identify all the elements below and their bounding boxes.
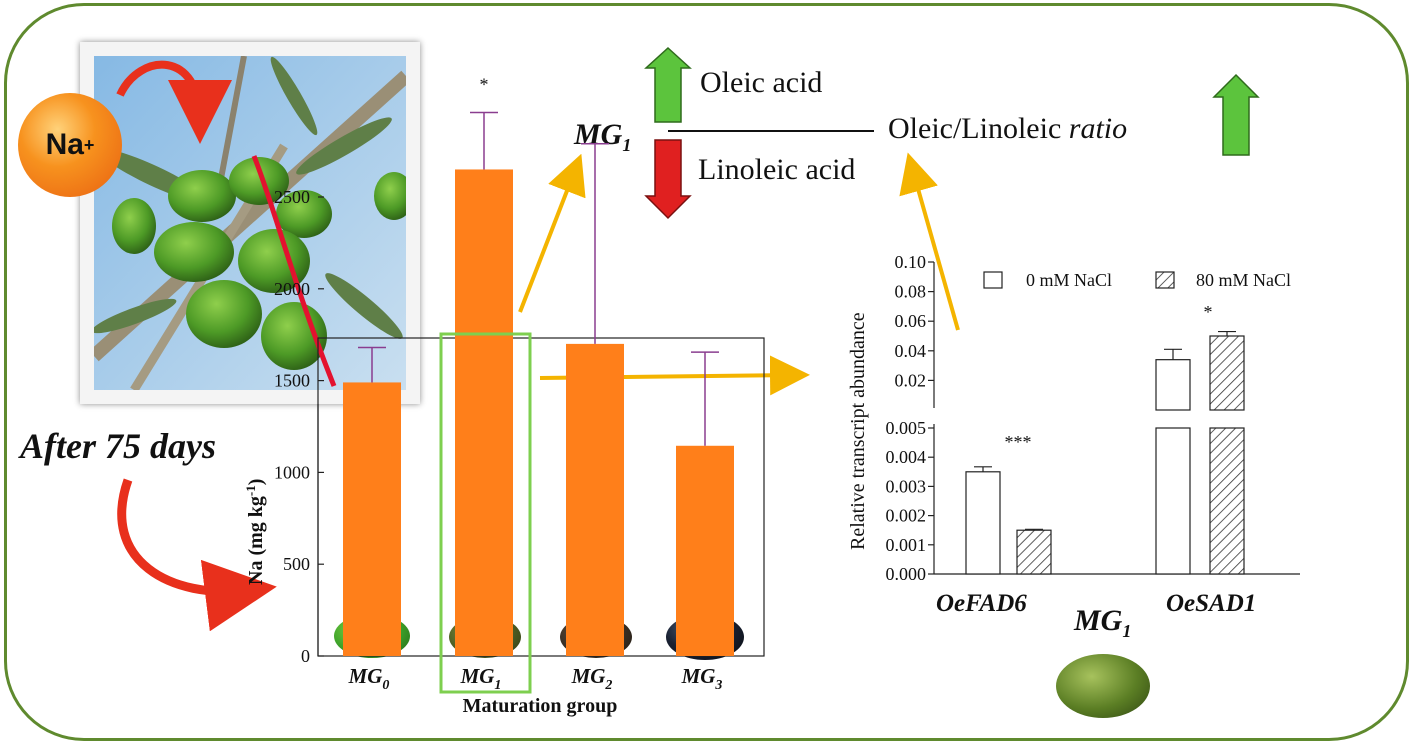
chart2-ytick-upper-label-3: 0.08	[895, 282, 927, 302]
oleic-up-arrow	[644, 46, 692, 123]
chart1-bar-3	[676, 445, 734, 656]
after-days-label: After 75 days	[20, 426, 216, 466]
ratio-up-arrow	[1212, 73, 1260, 156]
oleic-acid-label: Oleic acid	[700, 66, 823, 99]
ratio-label: Oleic/Linoleic ratio	[888, 112, 1127, 146]
chart1-xtick-label-1: MG1	[460, 664, 502, 693]
sodium-ion-charge: +	[83, 134, 95, 155]
chart2-bar-1-1	[1209, 335, 1245, 411]
chart2-ytick-lower-label-1: 0.001	[886, 535, 927, 555]
gene-label-1: OeSAD1	[1166, 590, 1257, 617]
legend-label-1: 80 mM NaCl	[1196, 270, 1291, 290]
olive-branch-photo	[80, 42, 420, 404]
legend-swatch-1	[1155, 271, 1175, 289]
chart1-significance-1: *	[480, 75, 489, 95]
sodium-ion-badge: Na +	[18, 93, 122, 197]
chart2-legend: 0 mM NaCl 80 mM NaCl	[983, 270, 1291, 290]
chart1-x-axis-label: Maturation group	[463, 695, 618, 717]
chart2-y-axis-label-text: Relative transcript abundance	[847, 312, 869, 550]
ratio-word: ratio	[1068, 112, 1128, 145]
chart2-bar-lower-1-1	[1209, 427, 1245, 575]
chart2-ytick-lower-label-5: 0.005	[886, 418, 927, 438]
chart1-ytick-label-0: 0	[301, 646, 310, 666]
chart2-significance-1: *	[1204, 302, 1213, 322]
mg1-top-sym: MG	[574, 118, 623, 151]
legend-swatch-0	[983, 271, 1003, 289]
curved-arrow-top	[116, 60, 232, 144]
linoleic-down-arrow	[644, 139, 692, 220]
mg1-bottom-sub: 1	[1122, 621, 1132, 641]
chart2-bar-1-0	[1016, 529, 1052, 575]
chart1-xtick-label-0: MG0	[348, 664, 390, 693]
chart1-y-axis-label: Na (mg kg-1)	[243, 479, 267, 585]
chart2-ytick-lower-label-3: 0.003	[886, 476, 927, 496]
outer-frame	[4, 3, 1409, 741]
olive-mg1-large-image	[1056, 654, 1150, 718]
mg1-highlight-box	[439, 332, 532, 694]
chart2-ytick-upper-label-4: 0.10	[895, 252, 927, 272]
chart1-bar-1	[455, 169, 513, 656]
mg1-top-sub: 1	[622, 135, 632, 155]
chart1-y-axis-label-sup: -1	[243, 485, 258, 496]
chart1-ytick-label-1: 500	[283, 554, 310, 574]
linoleic-acid-label: Linoleic acid	[698, 153, 856, 186]
chart1-xtick-label-3: MG3	[681, 664, 723, 693]
arrow-to-ratio	[899, 152, 960, 331]
arrow-to-mg1	[518, 153, 586, 313]
chart2-ytick-upper-label-0: 0.02	[895, 370, 927, 390]
chart2-y-axis-label: Relative transcript abundance	[847, 312, 869, 550]
chart2-ytick-upper-label-1: 0.04	[895, 341, 927, 361]
chart1-ytick-label-3: 1500	[274, 371, 310, 391]
chart1-ytick-label-5: 2500	[274, 187, 310, 207]
chart1-ytick-label-4: 2000	[274, 279, 310, 299]
chart2-ytick-upper-label-2: 0.06	[895, 311, 927, 331]
chart2-bar-lower-0-1	[1155, 427, 1191, 575]
na-content-chart: 0 500 1000 1500 2000 2500 MG0 * MG1 MG2 MG3 Na (m…	[243, 75, 765, 717]
chart2-bar-0-0	[965, 471, 1001, 575]
chart1-bar-0	[343, 382, 401, 656]
mg1-bottom-sym: MG	[1074, 604, 1123, 637]
chart2-bar-0-1	[1155, 359, 1191, 411]
chart1-xtick-label-2: MG2	[571, 664, 613, 693]
sodium-ion-label: Na	[45, 128, 84, 161]
chart2-significance-0: ***	[1005, 432, 1032, 452]
chart2-ytick-lower-label-2: 0.002	[886, 506, 927, 526]
chart2-ytick-lower-label-0: 0.000	[886, 564, 927, 584]
chart1-bar-2	[566, 343, 624, 656]
chart1-y-axis-label-close: )	[245, 479, 267, 486]
mg1-bottom-label: MG1	[1074, 604, 1131, 642]
gene-label-0: OeFAD6	[936, 590, 1027, 617]
curved-arrow-bottom	[117, 478, 277, 632]
chart1-y-axis-label-text: Na (mg kg	[245, 496, 267, 585]
legend-label-0: 0 mM NaCl	[1026, 270, 1112, 290]
transcript-chart: 0.000 0.001 0.002 0.003 0.004 0.005 0.02 0.04 0.…	[847, 252, 1300, 584]
chart2-ytick-lower-label-4: 0.004	[886, 447, 927, 467]
chart1-ytick-label-2: 1000	[274, 462, 310, 482]
ratio-prefix: Oleic/Linoleic	[888, 112, 1062, 145]
mg1-top-label: MG1	[574, 118, 631, 156]
